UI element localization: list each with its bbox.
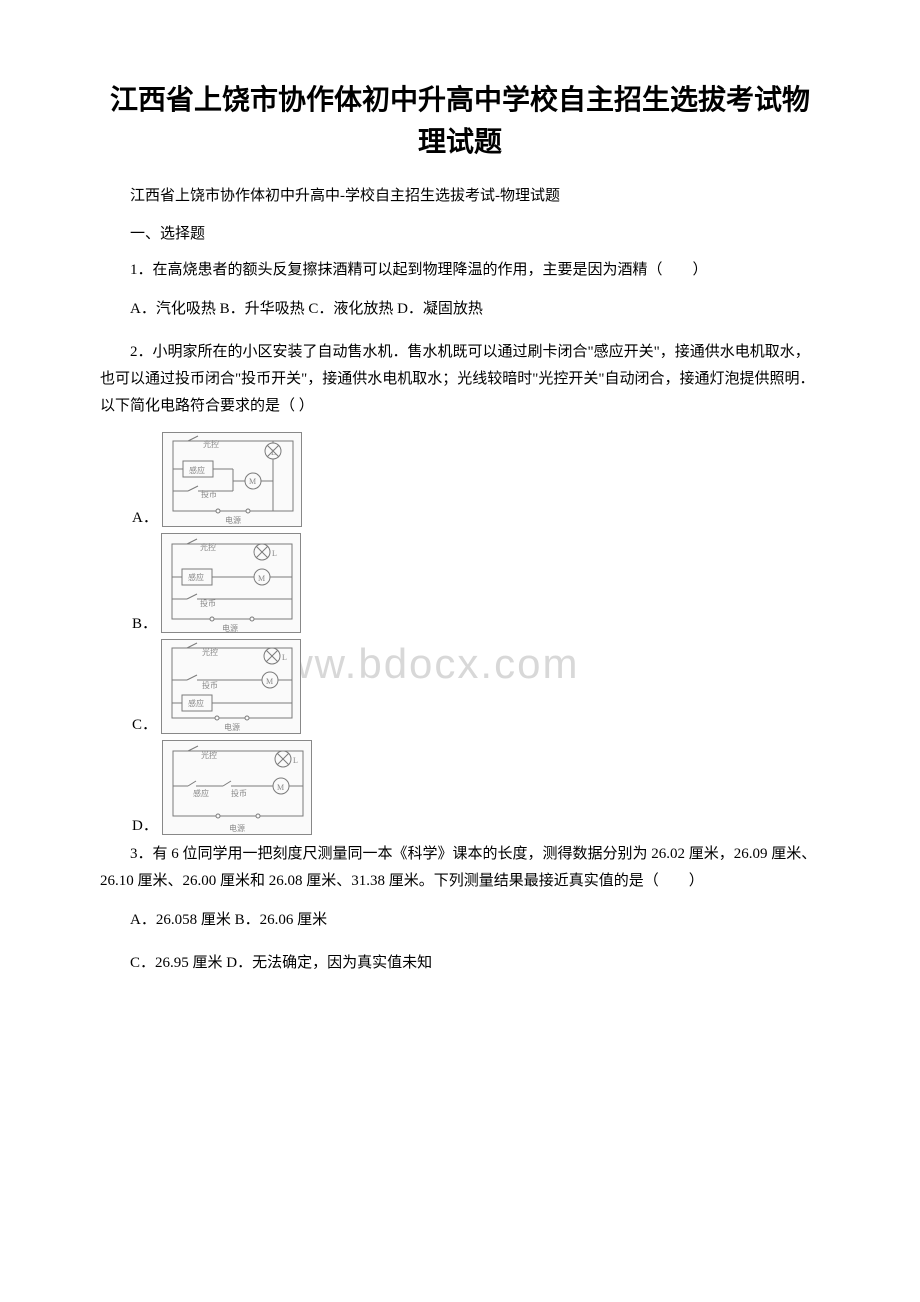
svg-text:投币: 投币 — [201, 489, 217, 499]
svg-text:电源: 电源 — [224, 722, 240, 732]
question-2-option-b: B． — [100, 533, 820, 633]
svg-text:光控: 光控 — [203, 439, 219, 449]
circuit-diagram-a: 光控 感应 投币 L M 电源 — [162, 432, 302, 527]
question-2-option-a: A． — [100, 432, 820, 527]
svg-text:电源: 电源 — [225, 515, 241, 525]
question-3-options-line1: A．26.058 厘米 B．26.06 厘米 — [100, 907, 820, 934]
svg-text:光控: 光控 — [200, 542, 216, 552]
option-a-label: A． — [132, 506, 158, 527]
svg-text:感应: 感应 — [188, 572, 204, 582]
question-2-option-c: C． — [100, 639, 820, 734]
question-1-options: A．汽化吸热 B．升华吸热 C．液化放热 D．凝固放热 — [100, 296, 820, 323]
question-1-text: 1．在高烧患者的额头反复擦抹酒精可以起到物理降温的作用，主要是因为酒精（ ） — [100, 257, 820, 284]
svg-text:感应: 感应 — [193, 788, 209, 798]
svg-text:M: M — [249, 477, 256, 486]
document-title: 江西省上饶市协作体初中升高中学校自主招生选拔考试物理试题 — [100, 80, 820, 164]
option-c-label: C． — [132, 713, 157, 734]
circuit-diagram-c: 光控 投币 感应 L M 电源 — [161, 639, 301, 734]
svg-text:感应: 感应 — [188, 698, 204, 708]
question-3-options-line2: C．26.95 厘米 D．无法确定，因为真实值未知 — [100, 950, 820, 977]
svg-text:L: L — [293, 756, 298, 765]
option-d-label: D． — [132, 814, 158, 835]
question-3-text: 3．有 6 位同学用一把刻度尺测量同一本《科学》课本的长度，测得数据分别为 26… — [100, 841, 820, 895]
svg-text:M: M — [266, 677, 273, 686]
svg-text:L: L — [272, 549, 277, 558]
svg-text:感应: 感应 — [189, 465, 205, 475]
option-b-label: B． — [132, 612, 157, 633]
svg-text:L: L — [282, 653, 287, 662]
section-heading: 一、选择题 — [100, 222, 820, 243]
svg-text:电源: 电源 — [229, 823, 245, 833]
svg-text:投币: 投币 — [200, 598, 216, 608]
circuit-diagram-d: 光控 感应 投币 L M 电源 — [162, 740, 312, 835]
question-2-text: 2．小明家所在的小区安装了自动售水机．售水机既可以通过刷卡闭合"感应开关"，接通… — [100, 339, 820, 420]
svg-text:光控: 光控 — [202, 647, 218, 657]
circuit-diagram-b: 光控 感应 投币 L M 电源 — [161, 533, 301, 633]
svg-text:电源: 电源 — [222, 623, 238, 633]
svg-text:M: M — [277, 783, 284, 792]
document-content: 江西省上饶市协作体初中升高中学校自主招生选拔考试物理试题 江西省上饶市协作体初中… — [100, 80, 820, 977]
svg-text:光控: 光控 — [201, 750, 217, 760]
svg-text:投币: 投币 — [202, 680, 218, 690]
svg-text:M: M — [258, 574, 265, 583]
svg-text:投币: 投币 — [231, 788, 247, 798]
document-subtitle: 江西省上饶市协作体初中升高中-学校自主招生选拔考试-物理试题 — [100, 184, 820, 208]
svg-text:L: L — [271, 448, 276, 457]
question-2-option-d: D． — [100, 740, 820, 835]
